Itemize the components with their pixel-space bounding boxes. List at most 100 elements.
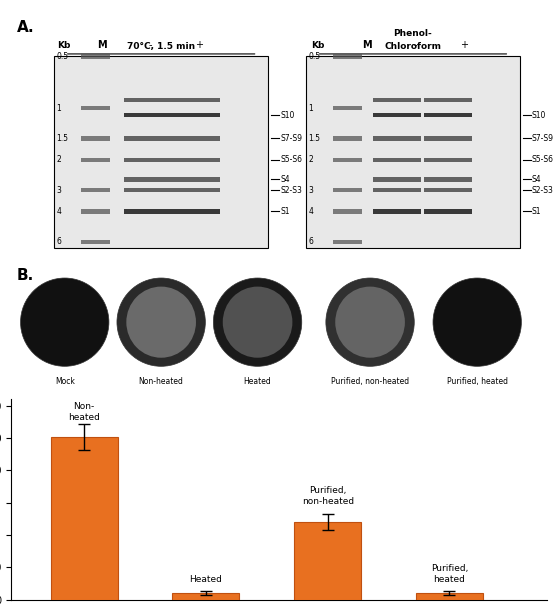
Bar xyxy=(424,177,472,182)
Bar xyxy=(172,593,239,600)
Bar xyxy=(424,209,472,214)
Text: 0.5: 0.5 xyxy=(309,52,321,61)
Text: Mock: Mock xyxy=(55,377,75,386)
Ellipse shape xyxy=(21,278,109,367)
Text: 2: 2 xyxy=(57,155,61,164)
Text: Purified, non-heated: Purified, non-heated xyxy=(331,377,409,386)
Text: S5-S6: S5-S6 xyxy=(532,155,554,164)
Text: S10: S10 xyxy=(280,111,295,120)
Bar xyxy=(81,209,110,214)
Ellipse shape xyxy=(223,286,292,358)
Text: Heated: Heated xyxy=(190,575,223,584)
Bar xyxy=(424,188,472,192)
Text: Chloroform: Chloroform xyxy=(384,42,441,51)
Bar xyxy=(424,98,472,102)
Text: +: + xyxy=(460,40,468,50)
Bar xyxy=(333,239,362,244)
Text: S7-S9: S7-S9 xyxy=(532,134,554,143)
Text: S2-S3: S2-S3 xyxy=(532,185,554,195)
Text: Purified,
heated: Purified, heated xyxy=(431,564,468,584)
Bar xyxy=(172,98,220,102)
Bar xyxy=(373,98,421,102)
Bar xyxy=(124,136,172,141)
Text: Heated: Heated xyxy=(244,377,271,386)
Ellipse shape xyxy=(213,278,302,367)
Bar xyxy=(333,209,362,214)
Bar xyxy=(54,56,268,248)
Bar xyxy=(51,436,118,600)
Text: Kb: Kb xyxy=(311,41,325,50)
Bar xyxy=(373,157,421,162)
Bar xyxy=(373,177,421,182)
Text: S10: S10 xyxy=(532,111,546,120)
Text: 2: 2 xyxy=(309,155,313,164)
Text: 1: 1 xyxy=(309,103,313,113)
Bar xyxy=(373,136,421,141)
Bar xyxy=(373,113,421,118)
Bar xyxy=(172,209,220,214)
Ellipse shape xyxy=(117,278,205,367)
Text: Kb: Kb xyxy=(57,41,70,50)
Bar xyxy=(81,188,110,192)
Bar xyxy=(333,188,362,192)
Bar xyxy=(124,209,172,214)
Text: -: - xyxy=(414,40,417,50)
Text: -: - xyxy=(148,40,152,50)
Bar xyxy=(172,177,220,182)
Text: 1.5: 1.5 xyxy=(309,134,320,143)
Text: 70°C, 1.5 min: 70°C, 1.5 min xyxy=(127,42,195,51)
Bar xyxy=(333,106,362,110)
Bar xyxy=(424,136,472,141)
Text: +: + xyxy=(195,40,203,50)
Text: Non-
heated: Non- heated xyxy=(68,402,100,422)
Bar xyxy=(172,113,220,118)
Text: B.: B. xyxy=(17,268,34,283)
Bar xyxy=(416,593,483,600)
Text: S4: S4 xyxy=(532,175,541,184)
Bar xyxy=(306,56,520,248)
Bar xyxy=(124,98,172,102)
Text: 6: 6 xyxy=(309,237,314,246)
Text: 0.5: 0.5 xyxy=(57,52,69,61)
Text: S1: S1 xyxy=(532,207,541,216)
Ellipse shape xyxy=(335,286,405,358)
Text: S7-S9: S7-S9 xyxy=(280,134,302,143)
Ellipse shape xyxy=(433,278,521,367)
Text: Phenol-: Phenol- xyxy=(393,29,432,38)
Text: 6: 6 xyxy=(57,237,61,246)
Text: S2-S3: S2-S3 xyxy=(280,185,302,195)
Text: 1: 1 xyxy=(57,103,61,113)
Bar xyxy=(424,157,472,162)
Bar xyxy=(81,54,110,59)
Ellipse shape xyxy=(326,278,414,367)
Text: M: M xyxy=(98,40,107,50)
Bar xyxy=(124,157,172,162)
Text: M: M xyxy=(363,40,372,50)
Bar xyxy=(124,113,172,118)
Bar xyxy=(124,177,172,182)
Text: Non-heated: Non-heated xyxy=(139,377,184,386)
Bar xyxy=(81,157,110,162)
Bar xyxy=(333,157,362,162)
Bar xyxy=(124,188,172,192)
Text: S1: S1 xyxy=(280,207,290,216)
Text: Purified, heated: Purified, heated xyxy=(447,377,508,386)
Bar xyxy=(373,209,421,214)
Bar xyxy=(373,188,421,192)
Ellipse shape xyxy=(126,286,196,358)
Bar xyxy=(81,239,110,244)
Text: 4: 4 xyxy=(309,207,314,216)
Bar xyxy=(172,188,220,192)
Bar xyxy=(424,113,472,118)
Text: 1.5: 1.5 xyxy=(57,134,69,143)
Text: 3: 3 xyxy=(57,185,61,195)
Bar xyxy=(172,157,220,162)
Bar xyxy=(333,54,362,59)
Bar xyxy=(172,136,220,141)
Bar xyxy=(294,522,361,600)
Text: A.: A. xyxy=(17,20,34,35)
Text: S4: S4 xyxy=(280,175,290,184)
Text: 4: 4 xyxy=(57,207,61,216)
Text: Purified,
non-heated: Purified, non-heated xyxy=(302,487,354,506)
Text: S5-S6: S5-S6 xyxy=(280,155,302,164)
